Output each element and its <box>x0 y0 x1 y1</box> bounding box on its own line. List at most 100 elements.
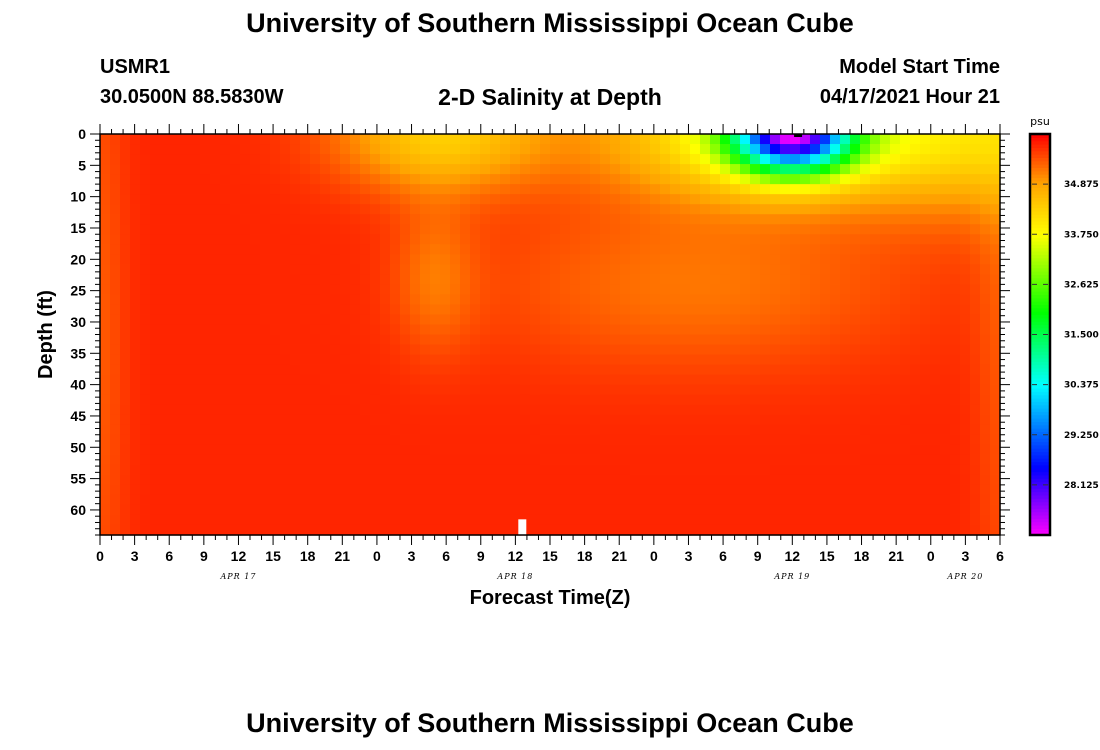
heatmap-cell <box>260 234 271 245</box>
heatmap-cell <box>210 364 221 376</box>
heatmap-cell <box>960 274 971 285</box>
heatmap-cell <box>250 524 261 536</box>
heatmap-cell <box>840 514 851 526</box>
heatmap-cell <box>500 494 511 506</box>
heatmap-cell <box>490 264 501 275</box>
heatmap-cell <box>840 224 851 235</box>
heatmap-cell <box>320 384 331 396</box>
heatmap-cell <box>480 234 491 245</box>
heatmap-cell <box>930 414 941 426</box>
heatmap-cell <box>450 484 461 496</box>
heatmap-cell <box>760 424 771 436</box>
heatmap-cell <box>340 394 351 406</box>
heatmap-cell <box>370 514 381 526</box>
heatmap-cell <box>460 154 471 165</box>
heatmap-cell <box>560 184 571 195</box>
heatmap-cell <box>150 194 161 205</box>
heatmap-cell <box>700 384 711 396</box>
heatmap-cell <box>530 174 541 185</box>
heatmap-cell <box>450 314 461 326</box>
heatmap-cell <box>520 344 531 356</box>
heatmap-cell <box>260 354 271 366</box>
x-axis-title: Forecast Time(Z) <box>470 587 631 609</box>
heatmap-cell <box>160 234 171 245</box>
heatmap-cell <box>890 264 901 275</box>
heatmap-cell <box>200 234 211 245</box>
heatmap-cell <box>670 144 681 155</box>
heatmap-cell <box>670 454 681 466</box>
heatmap-cell <box>880 264 891 275</box>
heatmap-cell <box>890 254 901 265</box>
heatmap-cell <box>380 314 391 326</box>
heatmap-cell <box>920 304 931 316</box>
heatmap-cell <box>560 334 571 346</box>
heatmap-cell <box>780 424 791 436</box>
heatmap-cell <box>630 144 641 155</box>
heatmap-cell <box>950 334 961 346</box>
heatmap-cell <box>450 524 461 536</box>
heatmap-cell <box>860 364 871 376</box>
heatmap-cell <box>670 274 681 285</box>
heatmap-cell <box>940 194 951 205</box>
heatmap-cell <box>860 214 871 225</box>
heatmap-cell <box>210 334 221 346</box>
heatmap-cell <box>270 174 281 185</box>
heatmap-cell <box>200 214 211 225</box>
heatmap-cell <box>650 354 661 366</box>
heatmap-cell <box>710 324 721 336</box>
heatmap-cell <box>760 204 771 215</box>
heatmap-cell <box>780 514 791 526</box>
heatmap-cell <box>160 274 171 285</box>
heatmap-cell <box>130 424 141 436</box>
colorbar-segment <box>1030 528 1050 533</box>
heatmap-cell <box>150 504 161 516</box>
heatmap-cell <box>680 354 691 366</box>
heatmap-cell <box>690 164 701 175</box>
heatmap-cell <box>240 484 251 496</box>
heatmap-cell <box>110 524 121 536</box>
heatmap-cell <box>120 284 131 296</box>
heatmap-cell <box>830 224 841 235</box>
heatmap-cell <box>220 204 231 215</box>
heatmap-cell <box>640 394 651 406</box>
heatmap-cell <box>750 484 761 496</box>
heatmap-cell <box>240 224 251 235</box>
heatmap-cell <box>410 194 421 205</box>
heatmap-cell <box>500 324 511 336</box>
heatmap-cell <box>750 214 761 225</box>
heatmap-cell <box>500 214 511 225</box>
heatmap-cell <box>740 504 751 516</box>
heatmap-cell <box>470 304 481 316</box>
heatmap-cell <box>340 274 351 285</box>
heatmap-cell <box>690 364 701 376</box>
heatmap-cell <box>390 424 401 436</box>
heatmap-cell <box>120 214 131 225</box>
heatmap-cell <box>840 414 851 426</box>
heatmap-cell <box>140 494 151 506</box>
heatmap-cell <box>520 154 531 165</box>
heatmap-cell <box>810 234 821 245</box>
heatmap-cell <box>740 424 751 436</box>
heatmap-cell <box>310 474 321 486</box>
heatmap-cell <box>900 294 911 306</box>
heatmap-cell <box>900 414 911 426</box>
heatmap-cell <box>450 284 461 296</box>
heatmap-cell <box>560 224 571 235</box>
heatmap-cell <box>500 314 511 326</box>
heatmap-cell <box>160 354 171 366</box>
heatmap-cell <box>850 254 861 265</box>
heatmap-cell <box>460 494 471 506</box>
heatmap-cell <box>270 374 281 386</box>
heatmap-cell <box>210 194 221 205</box>
heatmap-cell <box>640 214 651 225</box>
heatmap-cell <box>860 484 871 496</box>
heatmap-cell <box>580 314 591 326</box>
heatmap-cell <box>210 384 221 396</box>
heatmap-cell <box>390 324 401 336</box>
heatmap-cell <box>940 414 951 426</box>
heatmap-cell <box>310 374 321 386</box>
heatmap-cell <box>420 174 431 185</box>
heatmap-cell <box>800 144 811 155</box>
heatmap-cell <box>490 334 501 346</box>
heatmap-cell <box>360 174 371 185</box>
